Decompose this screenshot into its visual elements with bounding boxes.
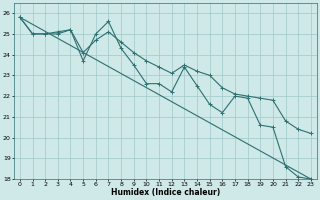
X-axis label: Humidex (Indice chaleur): Humidex (Indice chaleur) (111, 188, 220, 197)
